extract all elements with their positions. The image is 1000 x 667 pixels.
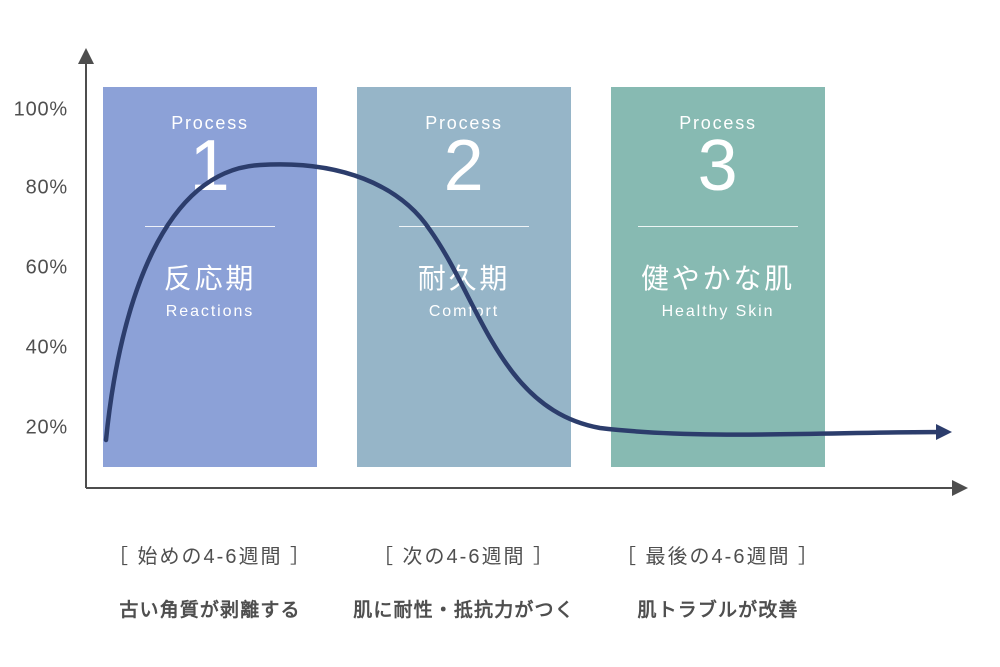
- phase-block-2: Process 2 耐久期 Comfort: [357, 87, 571, 467]
- phase-period-label: ［ 最後の4-6週間 ］: [568, 540, 868, 569]
- phase-block-3: Process 3 健やかな肌 Healthy Skin: [611, 87, 825, 467]
- y-tick-label: 80%: [0, 177, 68, 200]
- process-number: 3: [611, 130, 825, 202]
- phase-divider: [145, 226, 275, 227]
- phase-description: 肌トラブルが改善: [568, 595, 868, 622]
- x-axis-arrowhead-icon: [952, 480, 968, 496]
- phase-divider: [638, 226, 798, 227]
- y-axis-arrowhead-icon: [78, 48, 94, 64]
- y-tick-label: 100%: [0, 99, 68, 122]
- y-tick-label: 20%: [0, 417, 68, 440]
- phase-title-en: Comfort: [357, 303, 571, 321]
- curve-arrowhead-icon: [936, 424, 952, 440]
- phase-title-ja: 耐久期: [357, 257, 571, 297]
- phase-title-ja: 反応期: [103, 257, 317, 297]
- phase-title-en: Healthy Skin: [611, 303, 825, 321]
- process-number: 2: [357, 130, 571, 202]
- y-tick-label: 40%: [0, 337, 68, 360]
- phase-block-1: Process 1 反応期 Reactions: [103, 87, 317, 467]
- chart-stage: Process 1 反応期 Reactions Process 2 耐久期 Co…: [0, 0, 1000, 667]
- phase-title-en: Reactions: [103, 303, 317, 321]
- phase-divider: [399, 226, 529, 227]
- process-number: 1: [103, 130, 317, 202]
- y-tick-label: 60%: [0, 257, 68, 280]
- phase-title-ja: 健やかな肌: [611, 257, 825, 297]
